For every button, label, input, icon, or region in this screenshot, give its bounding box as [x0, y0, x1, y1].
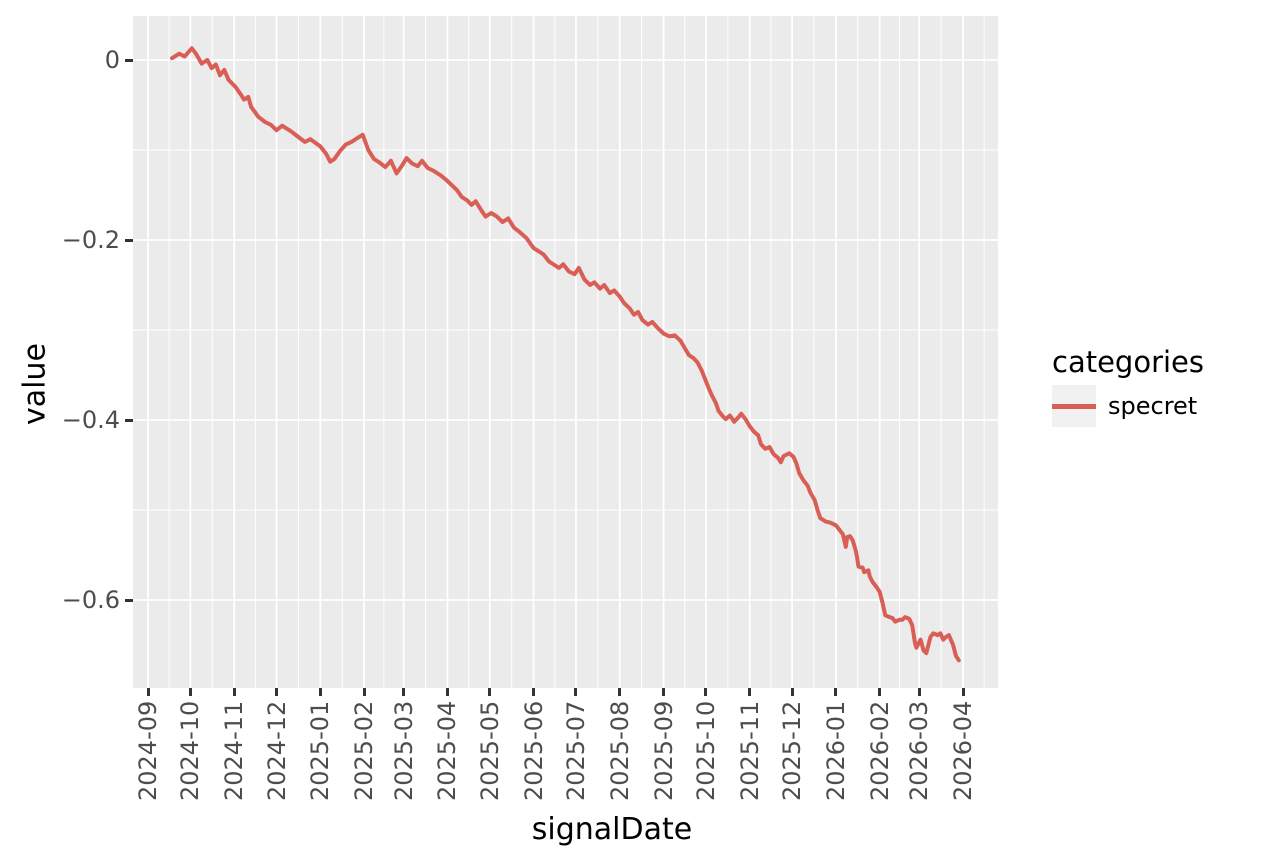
legend-key [1052, 385, 1096, 427]
x-tick-mark [232, 688, 236, 696]
legend-entry-label: specret [1108, 392, 1198, 420]
x-tick-mark [402, 688, 406, 696]
x-tick-mark [662, 688, 666, 696]
x-tick-label: 2024-10 [176, 700, 205, 801]
x-tick-mark [532, 688, 536, 696]
series-line-specret [170, 46, 961, 663]
x-tick-mark [488, 688, 492, 696]
x-tick-label: 2025-04 [433, 700, 462, 801]
x-tick-mark [188, 688, 192, 696]
x-tick-mark [917, 688, 921, 696]
x-tick-mark [961, 688, 965, 696]
y-axis-title: value [17, 343, 53, 425]
x-tick-mark [146, 688, 150, 696]
x-tick-mark [574, 688, 578, 696]
x-tick-mark [362, 688, 366, 696]
x-tick-mark [748, 688, 752, 696]
y-tick-mark [125, 58, 133, 62]
y-tick-label: −0.4 [61, 406, 120, 434]
x-tick-label: 2024-09 [134, 700, 162, 801]
x-tick-label: 2025-12 [778, 700, 807, 801]
x-tick-label: 2025-07 [561, 700, 590, 801]
x-tick-label: 2026-03 [905, 700, 934, 801]
x-tick-mark [445, 688, 449, 696]
x-tick-label: 2026-04 [949, 700, 977, 801]
y-tick-mark [125, 238, 133, 242]
x-tick-label: 2025-02 [350, 700, 379, 801]
plot-panel [133, 16, 998, 688]
x-tick-label: 2025-08 [605, 700, 634, 801]
y-tick-mark [125, 598, 133, 602]
x-tick-mark [318, 688, 322, 696]
y-tick-label: 0 [104, 46, 120, 74]
x-tick-mark [834, 688, 838, 696]
x-tick-mark [704, 688, 708, 696]
x-tick-label: 2025-03 [389, 700, 418, 801]
panel-background [133, 16, 998, 688]
y-tick-mark [125, 418, 133, 422]
x-tick-mark [878, 688, 882, 696]
x-tick-label: 2025-09 [649, 700, 678, 801]
legend-entry-specret: specret [1052, 385, 1197, 427]
legend-key-line-icon [1052, 403, 1096, 409]
x-tick-label: 2025-11 [735, 700, 764, 801]
x-tick-mark [618, 688, 622, 696]
y-tick-label: −0.2 [61, 226, 120, 254]
x-tick-mark [790, 688, 794, 696]
x-tick-label: 2025-05 [475, 700, 504, 801]
x-axis-title: signalDate [531, 812, 693, 847]
x-tick-label: 2026-01 [821, 700, 850, 801]
x-tick-label: 2025-01 [306, 700, 335, 801]
x-tick-mark [275, 688, 279, 696]
y-tick-label: −0.6 [61, 586, 120, 614]
legend-title: categories [1052, 345, 1205, 379]
x-tick-label: 2024-12 [262, 700, 291, 801]
x-tick-label: 2024-11 [220, 700, 249, 801]
x-tick-label: 2025-10 [691, 700, 720, 801]
x-tick-label: 2026-02 [865, 700, 894, 801]
x-tick-label: 2025-06 [519, 700, 548, 801]
